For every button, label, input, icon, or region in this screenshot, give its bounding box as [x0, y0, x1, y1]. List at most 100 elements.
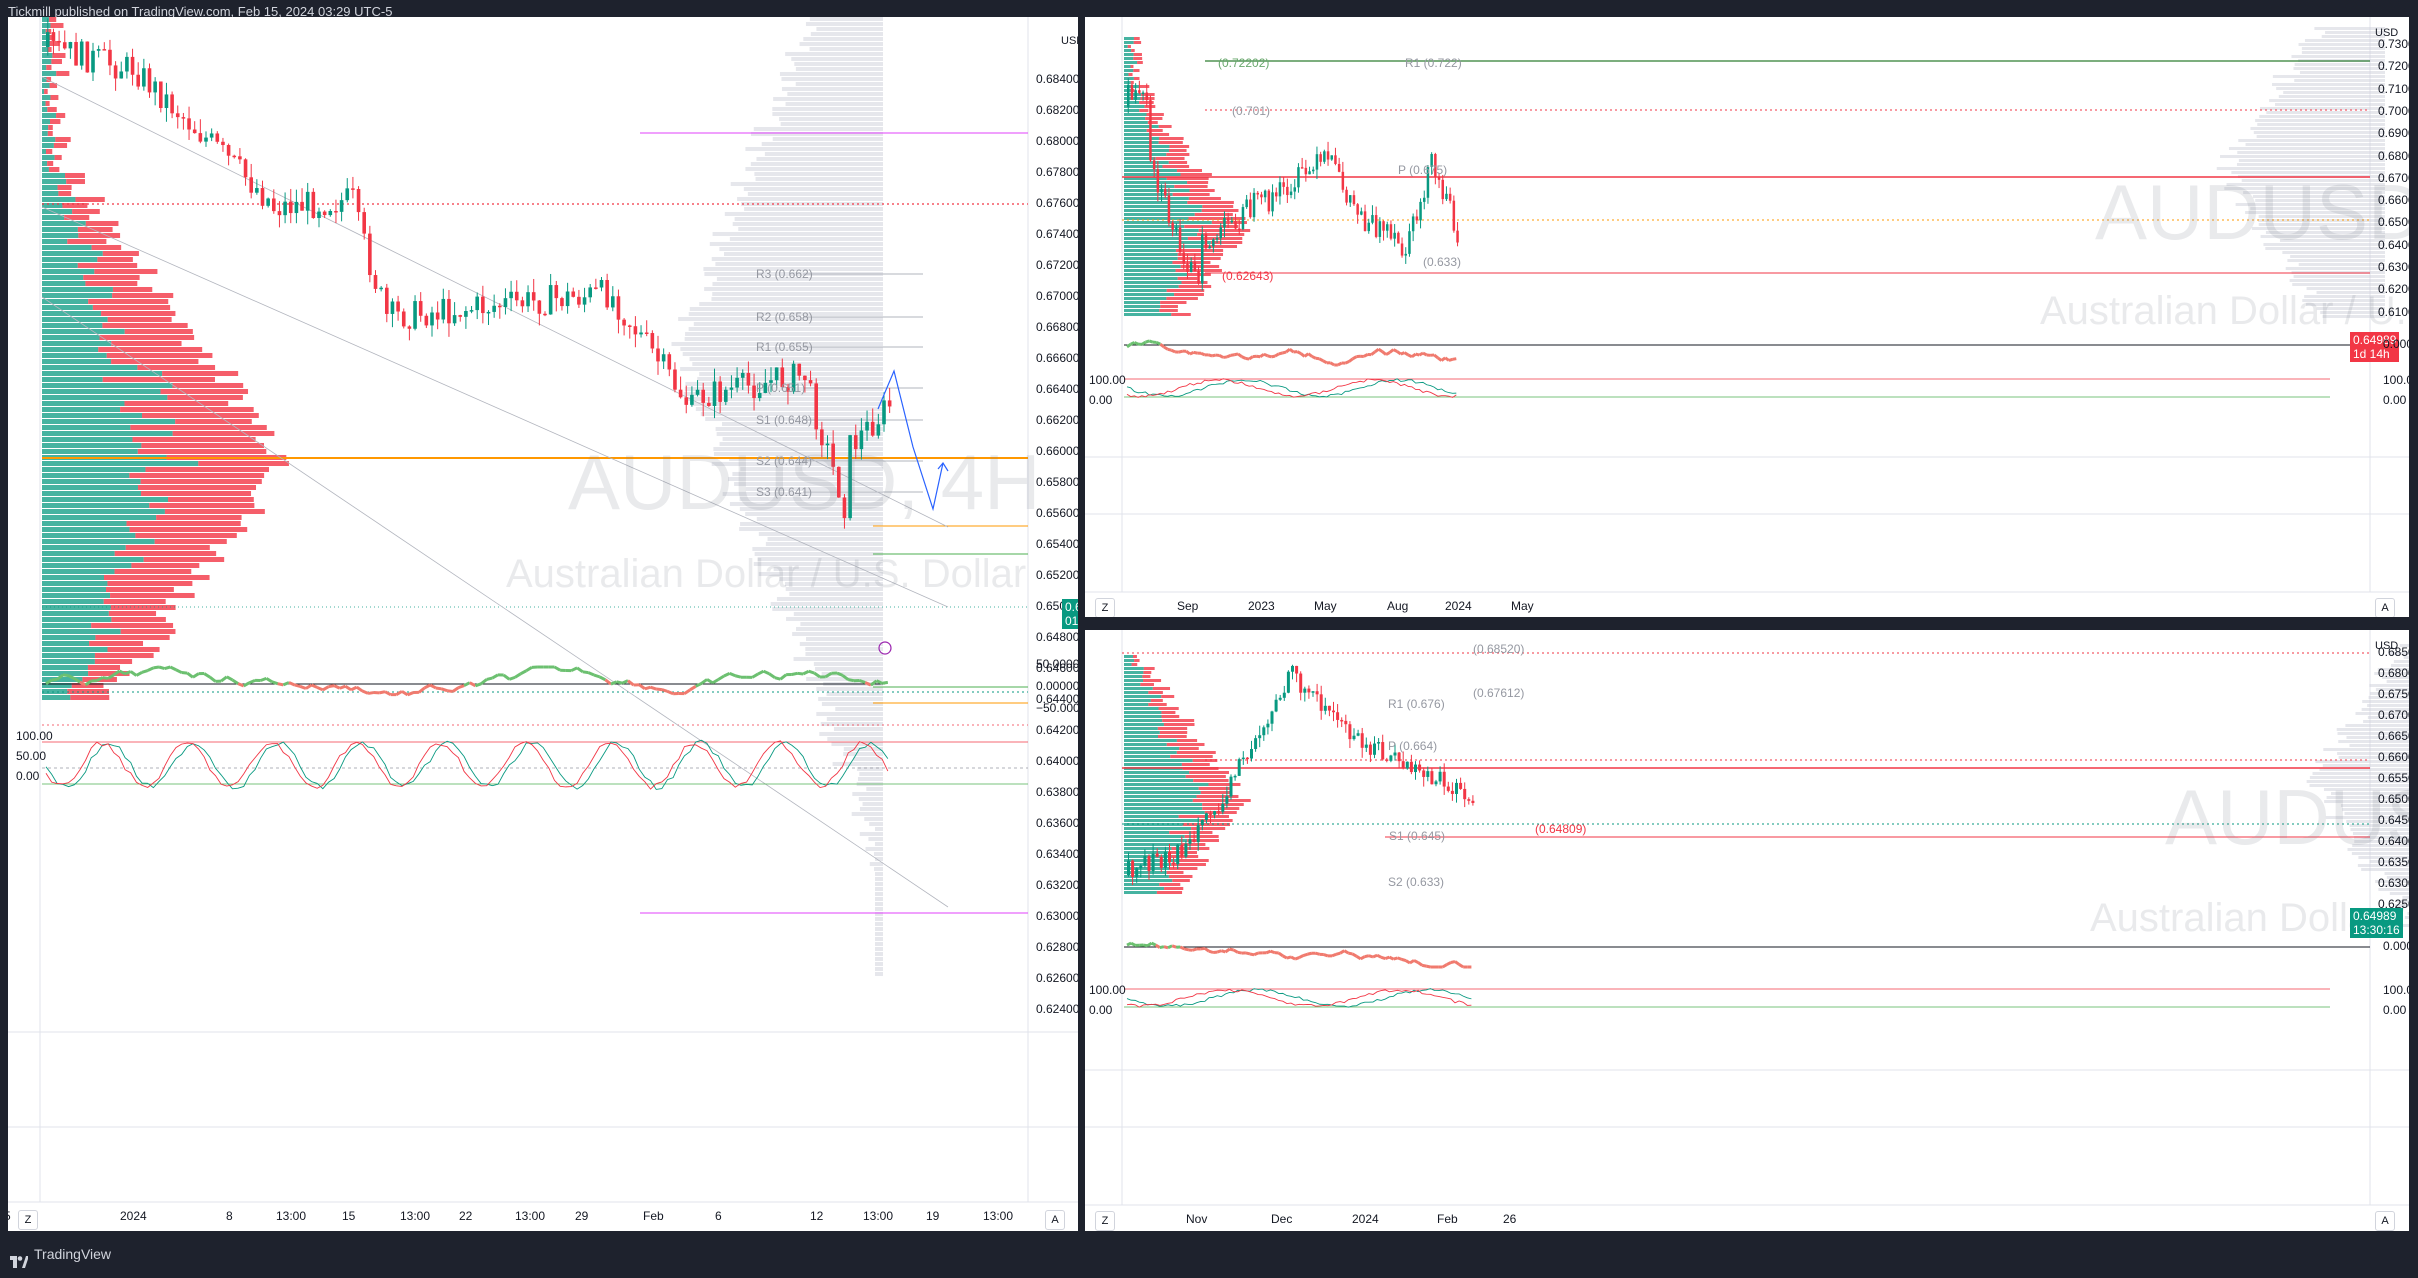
candle-body — [306, 192, 310, 211]
osc1-line — [797, 673, 803, 674]
osc1-line — [283, 683, 289, 685]
volume-profile-up — [1124, 53, 1134, 56]
volume-profile-bar — [771, 602, 883, 606]
weekly-zoom-button[interactable]: Z — [1095, 598, 1115, 617]
weekly-osc2-tick-right: 0.00 — [2383, 393, 2406, 407]
candle-body — [1316, 154, 1319, 169]
osc1-line — [1171, 350, 1175, 352]
volume-profile-bar — [2250, 127, 2385, 130]
volume-profile-down — [91, 623, 173, 628]
osc1-line — [1164, 947, 1168, 948]
footer-brand[interactable]: TradingView — [34, 1239, 111, 1269]
main-chart-canvas[interactable] — [8, 17, 1078, 1231]
volume-profile-up — [1124, 137, 1159, 140]
candle-body — [1312, 691, 1315, 693]
volume-profile-bar — [2299, 43, 2385, 46]
volume-profile-down — [1146, 113, 1163, 116]
volume-profile-down — [101, 311, 175, 316]
osc1-line — [803, 671, 809, 674]
volume-profile-down — [1157, 891, 1182, 894]
daily-auto-scale-button[interactable]: A — [2375, 1211, 2395, 1231]
volume-profile-up — [42, 425, 130, 430]
volume-profile-bar — [810, 47, 883, 51]
candle-body — [1160, 189, 1163, 193]
volume-profile-down — [1159, 141, 1183, 144]
volume-profile-up — [42, 257, 97, 262]
candle-body — [57, 41, 61, 43]
osc1-line — [1331, 363, 1335, 365]
osc1-line — [1143, 945, 1147, 946]
osc1-line — [639, 685, 645, 689]
volume-profile-down — [86, 221, 119, 226]
volume-profile-up — [1124, 679, 1143, 682]
volume-profile-down — [107, 581, 192, 586]
osc1-line — [1307, 953, 1311, 954]
volume-profile-down — [132, 437, 255, 442]
weekly-watermark-symbol: AUDUSD, 1W — [2095, 167, 2409, 258]
volume-profile-up — [42, 245, 92, 250]
daily-zoom-button[interactable]: Z — [1095, 1211, 1115, 1231]
main-auto-scale-button[interactable]: A — [1045, 1210, 1065, 1230]
daily-chart-panel[interactable]: AUDUSD, 1D Australian Dollar / U.S. Doll… — [1085, 630, 2409, 1231]
volume-profile-bar — [2283, 91, 2385, 94]
volume-profile-up — [1124, 731, 1160, 734]
weekly-time-tick: May — [1511, 599, 1534, 613]
volume-profile-up — [1124, 273, 1188, 276]
candle-body — [170, 94, 174, 113]
candle-body — [125, 57, 129, 72]
volume-profile-bar — [748, 192, 883, 196]
main-price-tick: 0.63000 — [1036, 909, 1078, 923]
osc1-line — [1208, 355, 1212, 356]
volume-profile-up — [1124, 707, 1159, 710]
main-zoom-button[interactable]: Z — [18, 1210, 38, 1230]
volume-profile-up — [42, 29, 46, 34]
candle-body — [187, 118, 191, 129]
candle-body — [1385, 759, 1388, 761]
volume-profile-up — [1124, 787, 1199, 790]
volume-profile-down — [1133, 69, 1139, 72]
volume-profile-up — [42, 635, 95, 640]
weekly-auto-scale-button[interactable]: A — [2375, 598, 2395, 617]
main-pivot-label: S2 (0.644) — [756, 454, 812, 468]
volume-profile-bar — [2257, 135, 2385, 138]
tradingview-logo-icon[interactable] — [10, 1248, 28, 1260]
osc1-line — [1349, 359, 1353, 362]
osc1-line — [1369, 956, 1373, 957]
osc2-line — [1127, 379, 1456, 397]
volume-profile-bar — [2299, 263, 2385, 266]
weekly-annotation: (0.72202) — [1218, 56, 1269, 70]
volume-profile-up — [42, 497, 168, 502]
volume-profile-up — [42, 605, 111, 610]
candle-body — [1184, 844, 1187, 857]
volume-profile-down — [49, 17, 56, 22]
volume-profile-bar — [773, 137, 883, 141]
volume-profile-down — [1147, 129, 1163, 132]
weekly-chart-panel[interactable]: AUDUSD, 1W Australian Dollar / U.S. Doll… — [1085, 17, 2409, 617]
main-time-tick: 2024 — [120, 1209, 147, 1223]
volume-profile-up — [1124, 699, 1151, 702]
osc1-line — [317, 687, 323, 689]
osc1-line — [1227, 355, 1231, 357]
candle-body — [1146, 92, 1149, 100]
daily-price-tick: 0.66000 — [2378, 750, 2409, 764]
volume-profile-down — [130, 425, 266, 430]
candle-body — [86, 42, 90, 73]
main-chart-panel[interactable]: AUDUSD, 4H Australian Dollar / U.S. Doll… — [8, 17, 1078, 1231]
volume-profile-down — [1134, 53, 1142, 56]
candle-body — [244, 159, 248, 177]
candle-body — [199, 133, 203, 142]
volume-profile-down — [72, 209, 100, 214]
daily-time-tick: 2024 — [1352, 1212, 1379, 1226]
candle-body — [1172, 862, 1175, 864]
volume-profile-up — [42, 659, 95, 664]
osc1-line — [1319, 359, 1323, 361]
volume-profile-bar — [875, 917, 883, 921]
candle-body — [1242, 758, 1245, 760]
volume-profile-up — [42, 323, 102, 328]
candle-body — [453, 315, 457, 323]
volume-profile-down — [64, 215, 89, 220]
candle-body — [447, 299, 451, 323]
volume-profile-down — [1189, 771, 1229, 774]
daily-annotation: (0.64809) — [1535, 822, 1586, 836]
